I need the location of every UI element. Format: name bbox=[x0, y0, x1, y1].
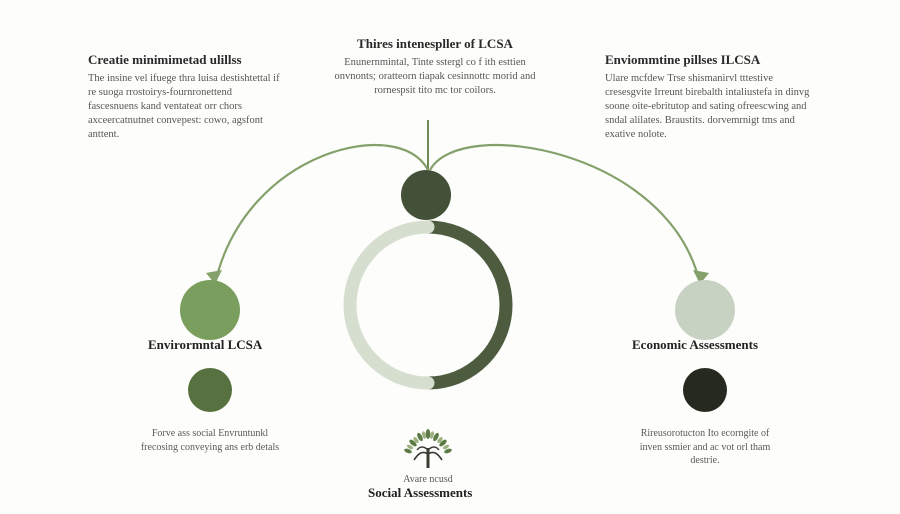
arrowhead-left bbox=[206, 270, 222, 284]
heading-top-right: Enviommtine pillses ILCSA bbox=[605, 52, 820, 68]
arc-left bbox=[215, 145, 428, 284]
body-top-right: Ulare mcfdew Trse shismanirvl tttestive … bbox=[605, 72, 820, 143]
tree-icon bbox=[404, 429, 453, 468]
body-top-left: The insine vel ifuege thra luisa destish… bbox=[88, 72, 283, 143]
body-bottom-right: Rireusorotucton Ito ecorngite of inven s… bbox=[635, 427, 775, 468]
label-bottom-center: Social Assessments bbox=[368, 485, 472, 501]
arc-right bbox=[430, 145, 700, 284]
heading-top-center: Thires intenespller of LCSA bbox=[330, 36, 540, 52]
node-top bbox=[401, 170, 451, 220]
center-ring bbox=[350, 227, 506, 383]
body-bottom-left: Forve ass social Envruntunkl frecosing c… bbox=[140, 427, 280, 454]
arrowhead-right bbox=[693, 270, 709, 284]
label-right-pillar: Economic Assessments bbox=[632, 337, 758, 353]
heading-top-left: Creatie minimimetad ulillss bbox=[88, 52, 283, 68]
body-top-center: Enunernmintal, Tinte sstergl co f ith es… bbox=[330, 56, 540, 99]
block-top-right: Enviommtine pillses ILCSA Ulare mcfdew T… bbox=[605, 52, 820, 142]
node-left bbox=[180, 280, 240, 340]
node-right bbox=[675, 280, 735, 340]
node-left-small bbox=[188, 368, 232, 412]
label-left-pillar: Envirormntal LCSA bbox=[148, 337, 262, 353]
node-right-small bbox=[683, 368, 727, 412]
block-top-left: Creatie minimimetad ulillss The insine v… bbox=[88, 52, 283, 142]
block-top-center: Thires intenespller of LCSA Enunernminta… bbox=[330, 36, 540, 98]
